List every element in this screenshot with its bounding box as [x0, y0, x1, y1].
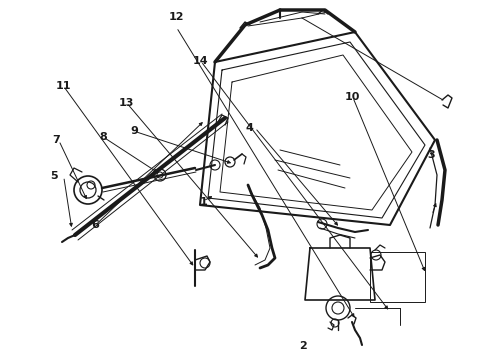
- Text: 2: 2: [299, 341, 307, 351]
- Text: 5: 5: [50, 171, 58, 181]
- Text: 14: 14: [193, 56, 209, 66]
- Text: 10: 10: [345, 92, 361, 102]
- Text: 3: 3: [427, 150, 435, 160]
- Text: 6: 6: [92, 220, 99, 230]
- Text: 4: 4: [246, 123, 254, 133]
- Text: 9: 9: [131, 126, 139, 136]
- Text: 1: 1: [199, 197, 207, 207]
- Text: 7: 7: [52, 135, 60, 145]
- Text: 13: 13: [119, 98, 134, 108]
- Text: 11: 11: [56, 81, 72, 91]
- Bar: [370, 252, 425, 302]
- Text: 12: 12: [169, 12, 184, 22]
- Text: 8: 8: [99, 132, 107, 142]
